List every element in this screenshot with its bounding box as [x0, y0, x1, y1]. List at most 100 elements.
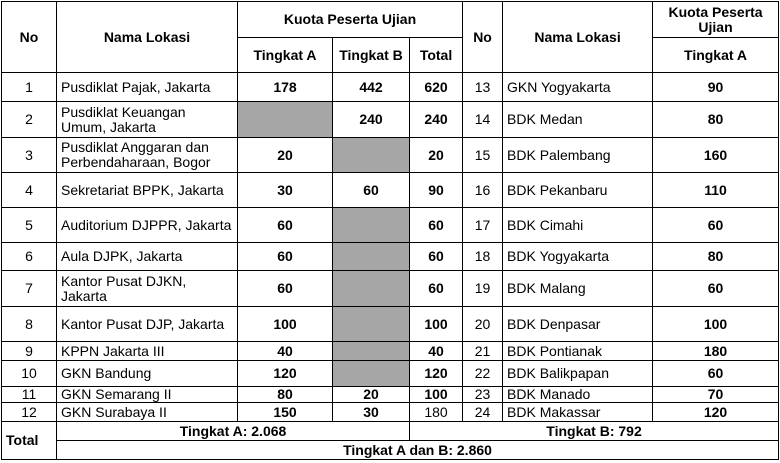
table-cell: GKN Bandung — [56, 360, 238, 387]
table-cell: BDK Balikpapan — [502, 360, 654, 387]
table-cell: GKN Yogyakarta — [502, 72, 654, 102]
table-cell: 180 — [652, 341, 780, 361]
table-cell: 120 — [408, 360, 464, 387]
table-cell: KPPN Jakarta III — [56, 341, 238, 361]
table-cell — [332, 242, 410, 271]
table-cell: BDK Pekanbaru — [502, 172, 654, 208]
table-cell: 240 — [332, 101, 410, 138]
table-cell: 6 — [1, 242, 57, 271]
table-cell: 160 — [652, 137, 780, 173]
table-cell: 60 — [408, 242, 464, 271]
table-row: 8 Kantor Pusat DJP, Jakarta 100 100 20 BDK De… — [1, 306, 780, 342]
table-cell: BDK Makassar — [502, 402, 654, 422]
table-row: Tingkat A dan B: 2.860 — [2, 440, 780, 460]
table-cell: GKN Surabaya II — [56, 402, 238, 422]
header-cell: Total — [408, 37, 464, 73]
table-cell: 22 — [462, 360, 504, 387]
table-cell: Sekretariat BPPK, Jakarta — [56, 172, 238, 208]
table-cell: 19 — [462, 270, 504, 307]
table-cell: 80 — [652, 101, 780, 138]
table-cell: 20 — [332, 386, 410, 403]
table-cell — [237, 101, 333, 138]
table-cell: 21 — [462, 341, 504, 361]
table-cell — [332, 137, 410, 173]
table-cell: Pusdiklat Anggaran dan Perbendaharaan, B… — [56, 137, 238, 173]
table-cell: BDK Malang — [502, 270, 654, 307]
header-cell: Tingkat A — [652, 37, 780, 73]
table-cell: 24 — [462, 402, 504, 422]
table-cell: 3 — [1, 137, 57, 173]
table-cell: 240 — [408, 101, 464, 138]
table-cell: 20 — [462, 306, 504, 342]
table-cell: 16 — [462, 172, 504, 208]
table-cell: 18 — [462, 242, 504, 271]
table-row: 2 Pusdiklat Keuangan Umum, Jakarta 240 240 1… — [1, 101, 780, 138]
header-cell: Nama Lokasi — [502, 1, 654, 73]
table-cell: 60 — [332, 172, 410, 208]
table-cell: 100 — [237, 306, 333, 342]
table-cell: 150 — [237, 402, 333, 422]
table-cell: 9 — [1, 341, 57, 361]
table-cell: BDK Pontianak — [502, 341, 654, 361]
table-cell: GKN Semarang II — [56, 386, 238, 403]
table-cell: 2 — [1, 101, 57, 138]
table-cell: Pusdiklat Pajak, Jakarta — [56, 72, 238, 102]
table-cell: 30 — [332, 402, 410, 422]
header-cell: Tingkat A — [237, 37, 333, 73]
header-cell: No — [462, 1, 504, 73]
header-row: Tingkat A Tingkat B Total Tingkat A — [2, 37, 780, 73]
table-cell — [332, 207, 410, 243]
table-cell: BDK Palembang — [502, 137, 654, 173]
table-cell: 120 — [652, 402, 780, 422]
table-cell: 23 — [462, 386, 504, 403]
table-row: 1 Pusdiklat Pajak, Jakarta 178 442 620 13 GKN … — [1, 72, 780, 102]
table-cell: Auditorium DJPPR, Jakarta — [56, 207, 238, 243]
table-cell: 100 — [652, 306, 780, 342]
table-row: 7 Kantor Pusat DJKN, Jakarta 60 60 19 BDK Mal… — [1, 270, 780, 307]
table-cell — [332, 341, 410, 361]
table-cell — [332, 360, 410, 387]
table-cell: 5 — [1, 207, 57, 243]
table-cell: Tingkat A dan B: 2.860 — [55, 440, 780, 460]
table-cell: 11 — [1, 386, 57, 403]
table-cell: BDK Denpasar — [502, 306, 654, 342]
table-cell: 442 — [332, 72, 410, 102]
table-cell: 90 — [652, 72, 780, 102]
table-cell: 180 — [408, 402, 464, 422]
table-row: 4 Sekretariat BPPK, Jakarta 30 60 90 16 BDK Pe… — [1, 172, 780, 208]
table-cell: 4 — [1, 172, 57, 208]
table-cell: 60 — [652, 270, 780, 307]
table-cell: 17 — [462, 207, 504, 243]
table-cell: 40 — [237, 341, 333, 361]
table-cell — [332, 270, 410, 307]
table-cell: 60 — [237, 207, 333, 243]
table-cell: Tingkat A: 2.068 — [56, 421, 410, 441]
table-cell: 120 — [237, 360, 333, 387]
table-row: 10 GKN Bandung 120 120 22 BDK Balikpapan 60 — [1, 360, 780, 387]
header-cell: No — [1, 1, 57, 73]
header-cell: Nama Lokasi — [56, 1, 238, 73]
header-cell: Kuota Peserta Ujian — [236, 1, 464, 38]
table-cell: 60 — [237, 242, 333, 271]
table-row: 9 KPPN Jakarta III 40 40 21 BDK Pontianak 180 — [1, 341, 780, 361]
table-cell: 620 — [408, 72, 464, 102]
table-cell: 60 — [652, 207, 780, 243]
table-cell: 80 — [652, 242, 780, 271]
table-cell: Pusdiklat Keuangan Umum, Jakarta — [56, 101, 238, 138]
table-cell: Kantor Pusat DJP, Jakarta — [56, 306, 238, 342]
table-row: 12 GKN Surabaya II 150 30 180 24 BDK Makassar 1… — [1, 402, 780, 422]
table-cell: 110 — [652, 172, 780, 208]
table-cell: Total — [1, 421, 57, 460]
header-cell: Tingkat B — [332, 37, 410, 73]
table-cell: 7 — [1, 270, 57, 307]
table-cell: Kantor Pusat DJKN, Jakarta — [56, 270, 238, 307]
table-cell: BDK Medan — [502, 101, 654, 138]
table-cell: 70 — [652, 386, 780, 403]
table-row: 11 GKN Semarang II 80 20 100 23 BDK Manado 70 — [1, 386, 780, 403]
table-cell: BDK Manado — [502, 386, 654, 403]
header-row: No Nama Lokasi Kuota Peserta Ujian No Na… — [1, 1, 780, 73]
table-cell: BDK Cimahi — [502, 207, 654, 243]
table-cell: 8 — [1, 306, 57, 342]
